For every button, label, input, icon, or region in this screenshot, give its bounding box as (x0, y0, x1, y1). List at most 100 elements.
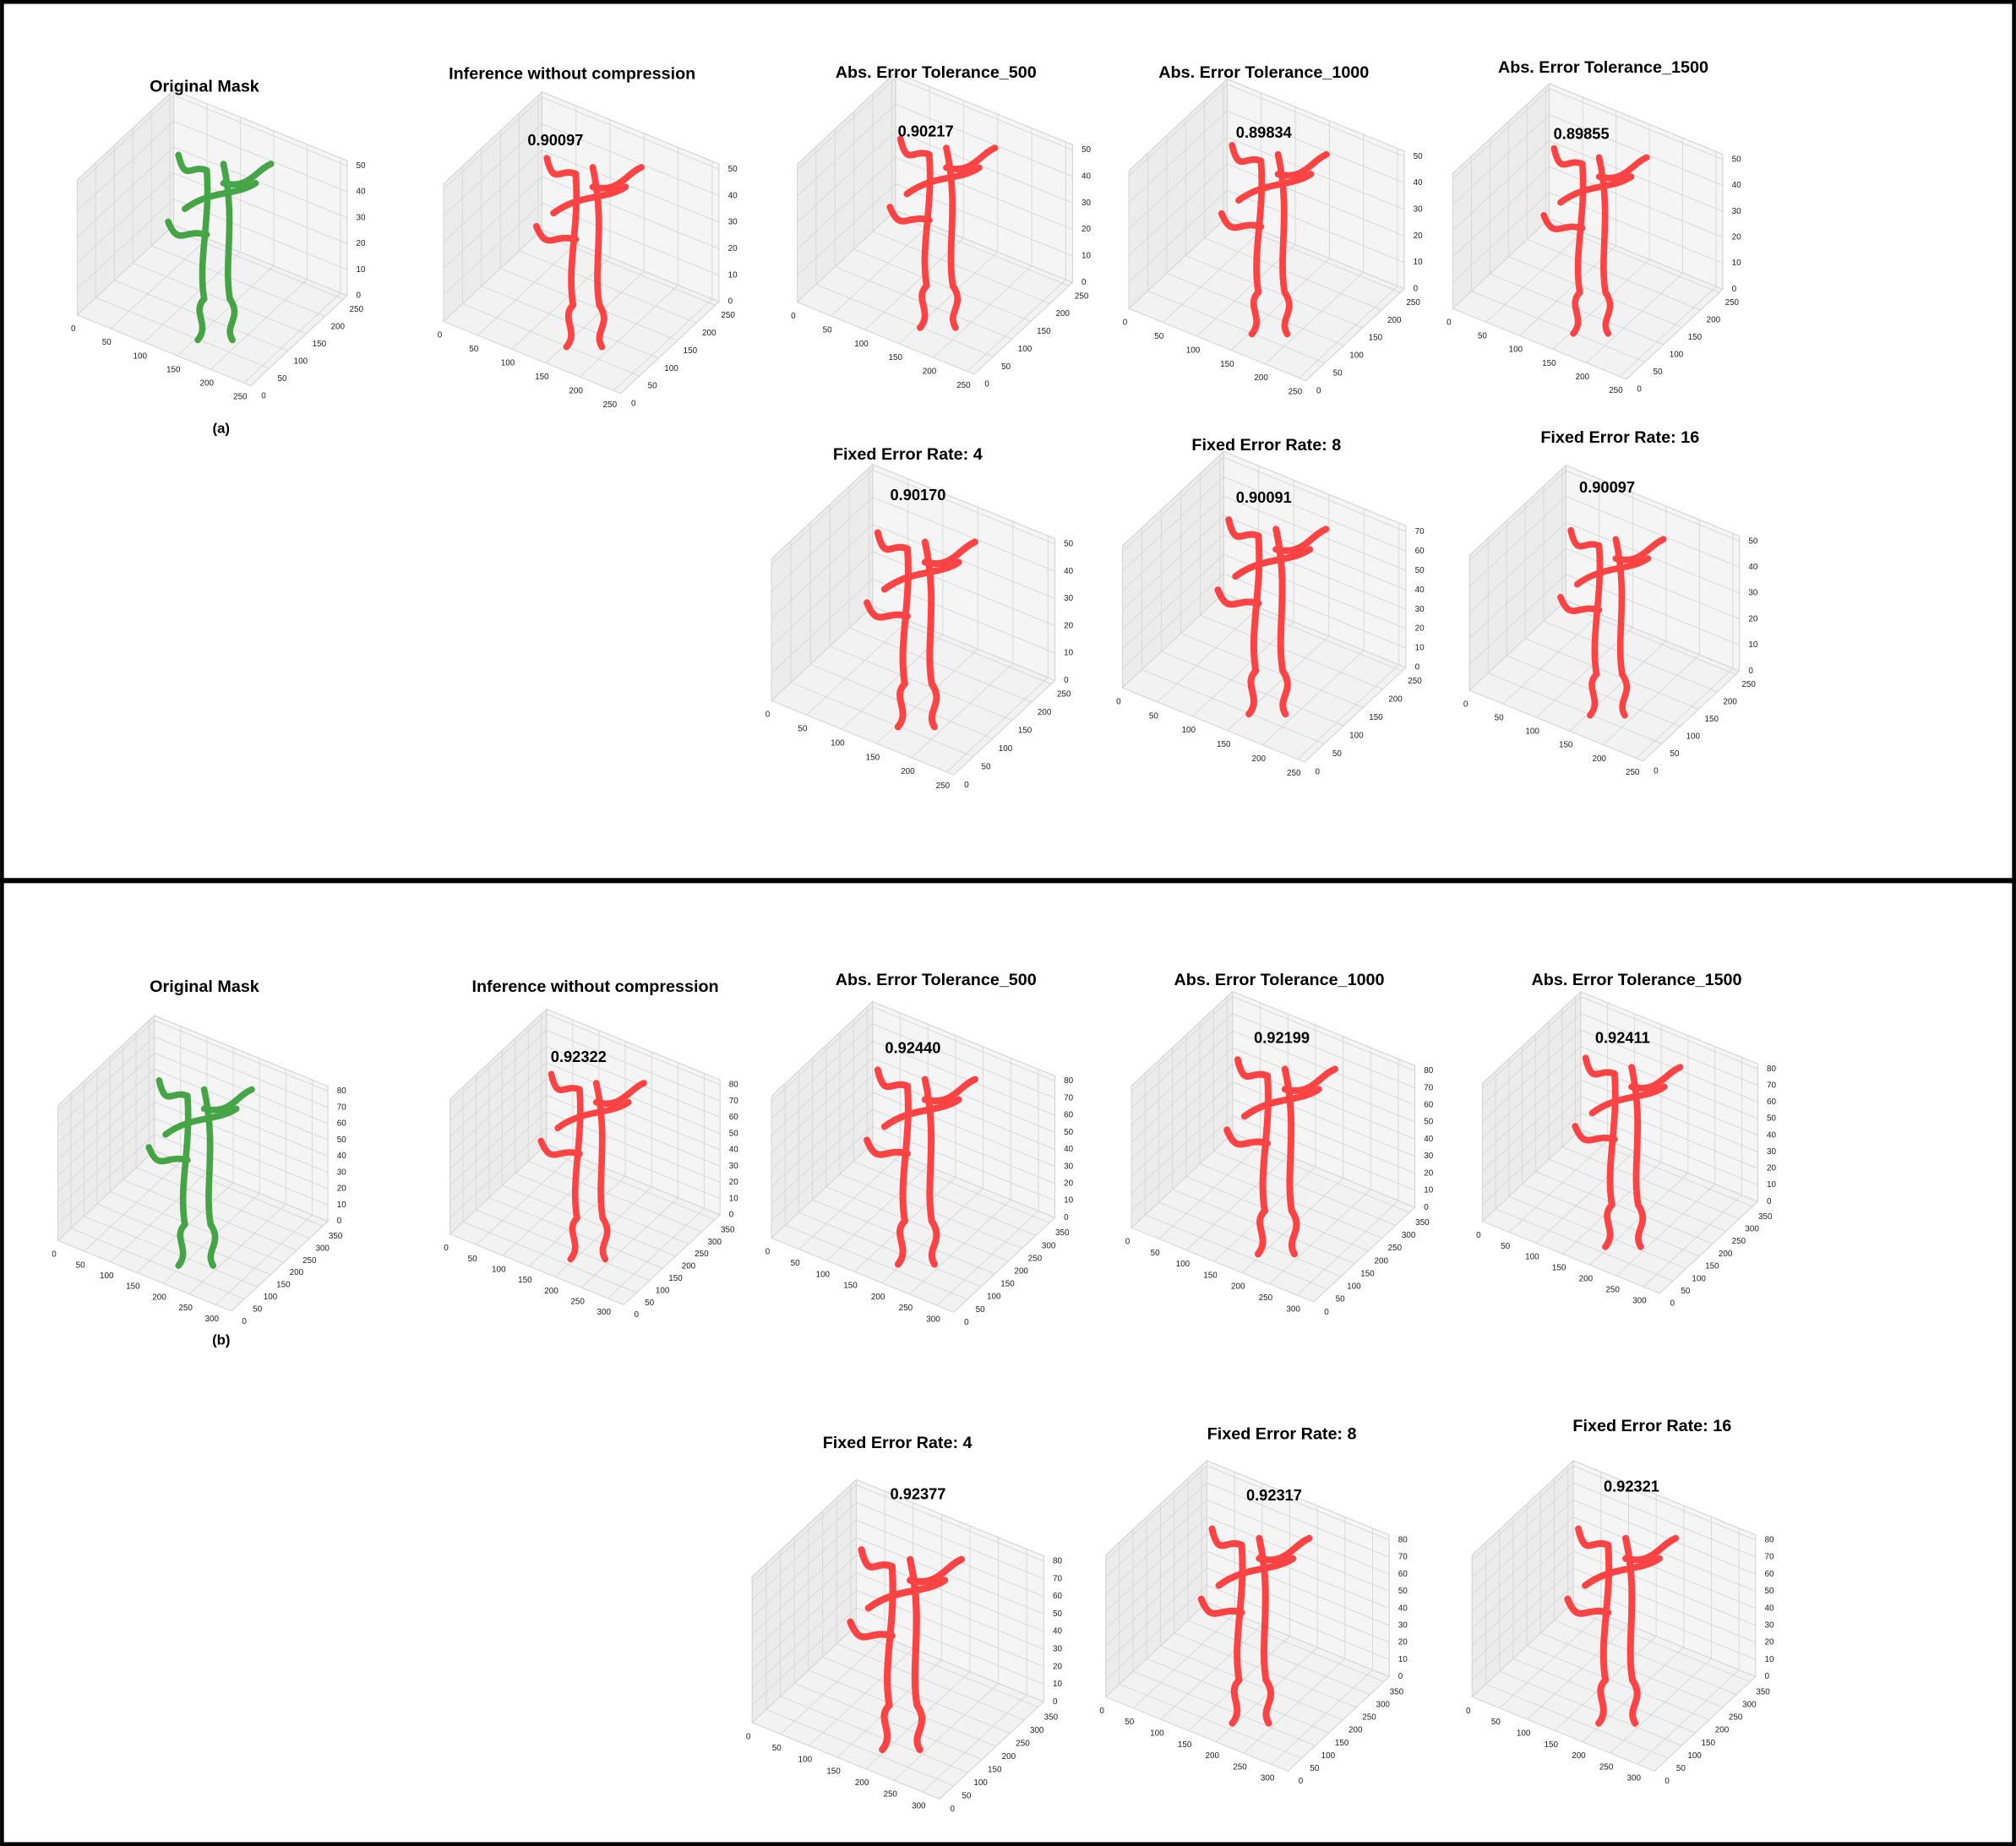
grid-line (450, 1111, 548, 1202)
score: 0.92321 (1604, 1477, 1659, 1495)
score: 0.92199 (1254, 1028, 1310, 1046)
grid-line (1482, 1112, 1582, 1206)
plot-title: Inference without compression (471, 977, 718, 996)
y-tick-label: 200 (682, 1262, 696, 1272)
grid-line (1133, 1613, 1235, 1709)
vessel-branch (1208, 1525, 1245, 1549)
x-tick-label: 150 (889, 353, 903, 362)
z-tick-label: 30 (1732, 207, 1741, 216)
grid-line (443, 176, 542, 270)
vessel-branch (1612, 536, 1667, 564)
vessel-branch (162, 1105, 240, 1138)
y-tick-label: 100 (987, 1293, 1001, 1302)
grid-line (57, 1036, 155, 1127)
z-tick-label: 50 (1732, 155, 1741, 164)
grid-line (836, 1643, 1025, 1721)
y-tick-label: 250 (695, 1250, 709, 1259)
vessel-branch (1599, 1541, 1613, 1684)
grid-line (1192, 621, 1294, 717)
grid-line (476, 1154, 574, 1245)
grid-line (1122, 515, 1224, 611)
score: 0.92377 (890, 1484, 945, 1502)
grid-line (1527, 1624, 1629, 1720)
grid-line (477, 242, 577, 336)
grid-line (545, 270, 645, 363)
grid-line (1452, 166, 1550, 258)
grid-line (1131, 1115, 1234, 1212)
grid-line (1535, 627, 1633, 718)
vessel-branch (220, 161, 275, 188)
y-tick-label: 250 (1729, 1713, 1743, 1723)
grid-line (899, 251, 999, 345)
grid-line (84, 1216, 258, 1288)
z-tick-label: 0 (1748, 667, 1753, 676)
z-tick-label: 10 (1732, 259, 1741, 268)
x-tick-label: 150 (826, 1767, 841, 1776)
z-tick-label: 70 (1764, 1553, 1774, 1562)
vessel-branch (864, 599, 911, 621)
x-tick-label: 100 (854, 340, 869, 349)
vessel-branch (1570, 289, 1583, 337)
grid-line (1201, 1607, 1384, 1682)
grid-line (1185, 255, 1363, 329)
grid-line (541, 1148, 716, 1221)
grid-line (1227, 137, 1405, 210)
grid-line (797, 77, 896, 171)
grid-line (450, 1062, 548, 1153)
plot-title: Fixed Error Rate: 16 (1572, 1417, 1731, 1435)
grid-line (1566, 547, 1740, 620)
grid-line (154, 1052, 329, 1124)
z-tick-label: 60 (337, 1119, 346, 1129)
y-tick-label: 50 (1333, 368, 1343, 378)
z-tick-label: 10 (728, 270, 738, 280)
vessel-branch (596, 302, 608, 351)
grid-line (1160, 1624, 1263, 1720)
z-tick-label: 70 (337, 1103, 346, 1112)
y-tick-label: 200 (1038, 708, 1052, 717)
grid-line (853, 1161, 1037, 1236)
x-tick-label: 250 (1626, 768, 1640, 777)
z-tick-label: 20 (1764, 1638, 1774, 1647)
grid-line (790, 682, 973, 758)
z-tick-label: 40 (357, 188, 366, 197)
x-tick-label: 200 (871, 1293, 885, 1302)
vessel-branch (1274, 150, 1330, 179)
y-tick-label: 250 (1741, 680, 1756, 689)
grid-line (785, 1224, 968, 1300)
vessel (1214, 516, 1330, 718)
z-tick-label: 10 (1414, 258, 1423, 267)
x-tick-label: 200 (544, 1287, 558, 1296)
z-tick-label: 40 (1732, 181, 1741, 190)
grid-line (1526, 1645, 1709, 1721)
grid-line (1147, 290, 1326, 364)
z-tick-label: 50 (1082, 145, 1091, 155)
grid-line (70, 1228, 245, 1300)
x-tick-label: 0 (746, 1732, 751, 1741)
vessel-branch (1540, 212, 1586, 232)
x-tick-label: 200 (1254, 373, 1268, 383)
grid-line (462, 303, 640, 377)
y-tick-label: 100 (1687, 1751, 1702, 1761)
grid-line (856, 1519, 1044, 1597)
grid-line (443, 150, 542, 242)
x-tick-label: 200 (1252, 754, 1267, 764)
z-tick-label: 70 (1398, 1553, 1408, 1562)
grid-line (1131, 1081, 1234, 1177)
y-tick-label: 0 (1324, 1308, 1329, 1317)
grid-line (1580, 1046, 1758, 1119)
grid-line (1122, 687, 1305, 763)
grid-line (243, 292, 341, 384)
y-tick-label: 250 (1016, 1739, 1030, 1748)
grid-line (1232, 1047, 1415, 1123)
z-tick-label: 10 (1748, 640, 1757, 650)
grid-line (1572, 1465, 1756, 1541)
y-tick-label: 350 (1055, 1228, 1070, 1238)
y-tick-label: 50 (981, 762, 990, 771)
vessel-branch (179, 1092, 192, 1228)
y-tick-label: 300 (1042, 1241, 1056, 1250)
grid-line (173, 172, 348, 244)
grid-line (809, 1647, 913, 1746)
vessel-branch (537, 1137, 583, 1158)
